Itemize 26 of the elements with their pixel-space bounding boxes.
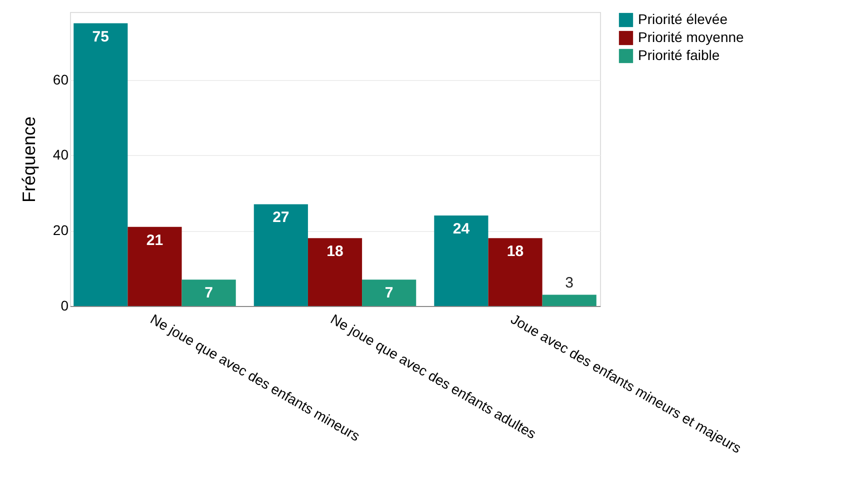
data-label: 27 (272, 209, 290, 226)
bar (182, 280, 236, 306)
legend-label: Priorité faible (638, 47, 720, 63)
bar (488, 238, 542, 306)
y-tick-label: 60 (52, 71, 69, 88)
data-label: 75 (92, 28, 109, 46)
y-tick-label: 40 (52, 146, 69, 163)
bar (434, 216, 488, 306)
bar (128, 226, 182, 306)
bar (542, 294, 596, 306)
data-label: 18 (506, 243, 524, 260)
y-tick-label: 0 (60, 298, 69, 314)
data-label: 7 (384, 284, 394, 302)
y-axis-title: Fréquence (18, 116, 39, 203)
bar (308, 238, 362, 306)
data-label: 3 (565, 274, 574, 292)
bar (74, 23, 128, 306)
data-label: 7 (204, 284, 213, 302)
y-tick-label: 20 (52, 222, 69, 238)
legend-label: Priorité moyenne (638, 29, 744, 45)
bar (254, 204, 308, 306)
bar (362, 280, 416, 306)
data-label: 18 (326, 243, 344, 260)
legend-label: Priorité élevée (638, 11, 728, 27)
data-label: 24 (452, 220, 470, 238)
data-label: 21 (146, 232, 164, 249)
